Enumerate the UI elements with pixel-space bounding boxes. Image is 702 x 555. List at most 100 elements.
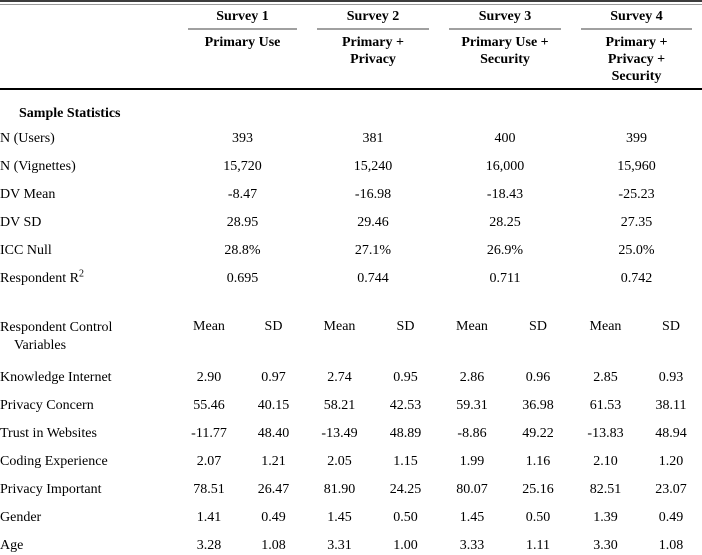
value-cell: 23.07 [655, 482, 687, 497]
value-cell: 25.0% [618, 243, 655, 258]
row-label: Privacy Concern [0, 398, 94, 413]
row-label: Age [0, 538, 24, 553]
sd-column-header: SD [662, 319, 680, 334]
survey-2-header: Survey 2 [307, 5, 439, 30]
value-cell: 1.16 [525, 454, 551, 469]
value-cell: 381 [362, 131, 384, 146]
value-cell: 0.49 [261, 510, 286, 525]
value-cell: 42.53 [389, 398, 422, 413]
value-cell: 78.51 [193, 482, 225, 497]
top-rule-dark [0, 0, 702, 2]
table-row: ICC Null 28.8% 27.1% 26.9% 25.0% [0, 237, 702, 265]
value-cell: 1.45 [459, 510, 485, 525]
value-cell: 55.46 [193, 398, 225, 413]
value-cell: 27.1% [354, 243, 392, 258]
value-cell: 0.97 [261, 370, 286, 385]
value-cell: 27.35 [620, 215, 653, 230]
row-label: Knowledge Internet [0, 370, 112, 385]
survey-4-subtitle: Primary + Privacy + Security [605, 35, 668, 84]
value-cell: 2.85 [593, 370, 618, 385]
corner-cell [0, 30, 178, 90]
sd-column-header: SD [264, 319, 283, 334]
row-label: N (Vignettes) [0, 159, 76, 174]
value-cell: 2.07 [196, 454, 222, 469]
mean-column-header: Mean [193, 319, 225, 334]
value-cell: -11.77 [191, 426, 227, 441]
survey-2-subtitle: Primary + Privacy [341, 35, 404, 67]
value-cell: 81.90 [323, 482, 356, 497]
value-cell: 1.39 [593, 510, 618, 525]
section-title-line1: Respondent Control [0, 320, 113, 335]
survey-2-rule [316, 28, 430, 30]
value-cell: 400 [494, 131, 516, 146]
value-cell: 3.28 [196, 538, 222, 553]
corner-cell [0, 5, 178, 30]
value-cell: -8.47 [227, 187, 258, 202]
value-cell: 1.45 [327, 510, 352, 525]
sd-column-header: SD [396, 319, 415, 334]
value-cell: 48.94 [655, 426, 687, 441]
value-cell: 1.11 [526, 538, 550, 553]
survey-4-header: Survey 4 [571, 5, 702, 30]
value-cell: -13.49 [321, 426, 358, 441]
value-cell: 0.744 [357, 271, 389, 286]
value-cell: 1.15 [393, 454, 418, 469]
table-row: Privacy Concern 55.46 40.15 58.21 42.53 … [0, 392, 702, 420]
survey-3-header: Survey 3 [439, 5, 571, 30]
survey-4-title: Survey 4 [610, 9, 663, 24]
row-label: DV Mean [0, 187, 56, 202]
row-label: Trust in Websites [0, 426, 97, 441]
table-row: DV SD 28.95 29.46 28.25 27.35 [0, 209, 702, 237]
value-cell: 58.21 [323, 398, 356, 413]
value-cell: -13.83 [587, 426, 624, 441]
row-label-text: Respondent R [0, 271, 79, 286]
value-cell: 38.11 [655, 398, 687, 413]
value-cell: 15,240 [353, 159, 393, 174]
value-cell: 1.08 [658, 538, 684, 553]
survey-subtitle-row: Primary Use Primary + Privacy Primary Us… [0, 30, 702, 90]
value-cell: 3.33 [459, 538, 485, 553]
survey-4-rule [580, 28, 693, 30]
table-row: Respondent R2 0.695 0.744 0.711 0.742 [0, 265, 702, 293]
value-cell: 24.25 [389, 482, 422, 497]
value-cell: -25.23 [618, 187, 655, 202]
table-row: Coding Experience 2.07 1.21 2.05 1.15 1.… [0, 448, 702, 476]
row-label: ICC Null [0, 243, 52, 258]
value-cell: 0.96 [525, 370, 551, 385]
value-cell: 0.93 [658, 370, 684, 385]
value-cell: 28.25 [489, 215, 521, 230]
value-cell: 1.00 [393, 538, 418, 553]
value-cell: 49.22 [522, 426, 554, 441]
top-rule-gap [0, 2, 702, 4]
value-cell: 28.8% [224, 243, 261, 258]
survey-1-header: Survey 1 [178, 5, 307, 30]
row-label: Privacy Important [0, 482, 102, 497]
value-cell: 15,960 [617, 159, 656, 174]
value-cell: 1.99 [459, 454, 485, 469]
statistics-table: Survey 1 Survey 2 Survey 3 Survey 4 Prim… [0, 5, 702, 555]
value-cell: 61.53 [589, 398, 622, 413]
value-cell: 2.74 [327, 370, 352, 385]
section-title-sample-statistics: Sample Statistics [19, 106, 121, 121]
row-label: Respondent R2 [0, 265, 178, 293]
section-row-sample-statistics: Sample Statistics [0, 89, 702, 125]
value-cell: -18.43 [486, 187, 524, 202]
value-cell: 0.711 [489, 271, 521, 286]
value-cell: -16.98 [354, 187, 392, 202]
table-row: Knowledge Internet 2.90 0.97 2.74 0.95 2… [0, 364, 702, 392]
table-row: Age 3.28 1.08 3.31 1.00 3.33 1.11 3.30 1… [0, 532, 702, 555]
survey-3-subtitle: Primary Use + Security [461, 35, 549, 67]
row-label: N (Users) [0, 131, 55, 146]
survey-3-subtitle-cell: Primary Use + Security [439, 30, 571, 90]
value-cell: 2.90 [196, 370, 222, 385]
mean-column-header: Mean [589, 319, 622, 334]
value-cell: 399 [626, 131, 647, 146]
value-cell: 0.50 [525, 510, 551, 525]
control-variables-header-row: Respondent Control Variables Mean SD Mea… [0, 314, 702, 364]
row-label: DV SD [0, 215, 42, 230]
superscript-2: 2 [78, 268, 84, 280]
top-rule-light [0, 4, 702, 5]
value-cell: 15,720 [223, 159, 262, 174]
survey-3-rule [448, 28, 562, 30]
